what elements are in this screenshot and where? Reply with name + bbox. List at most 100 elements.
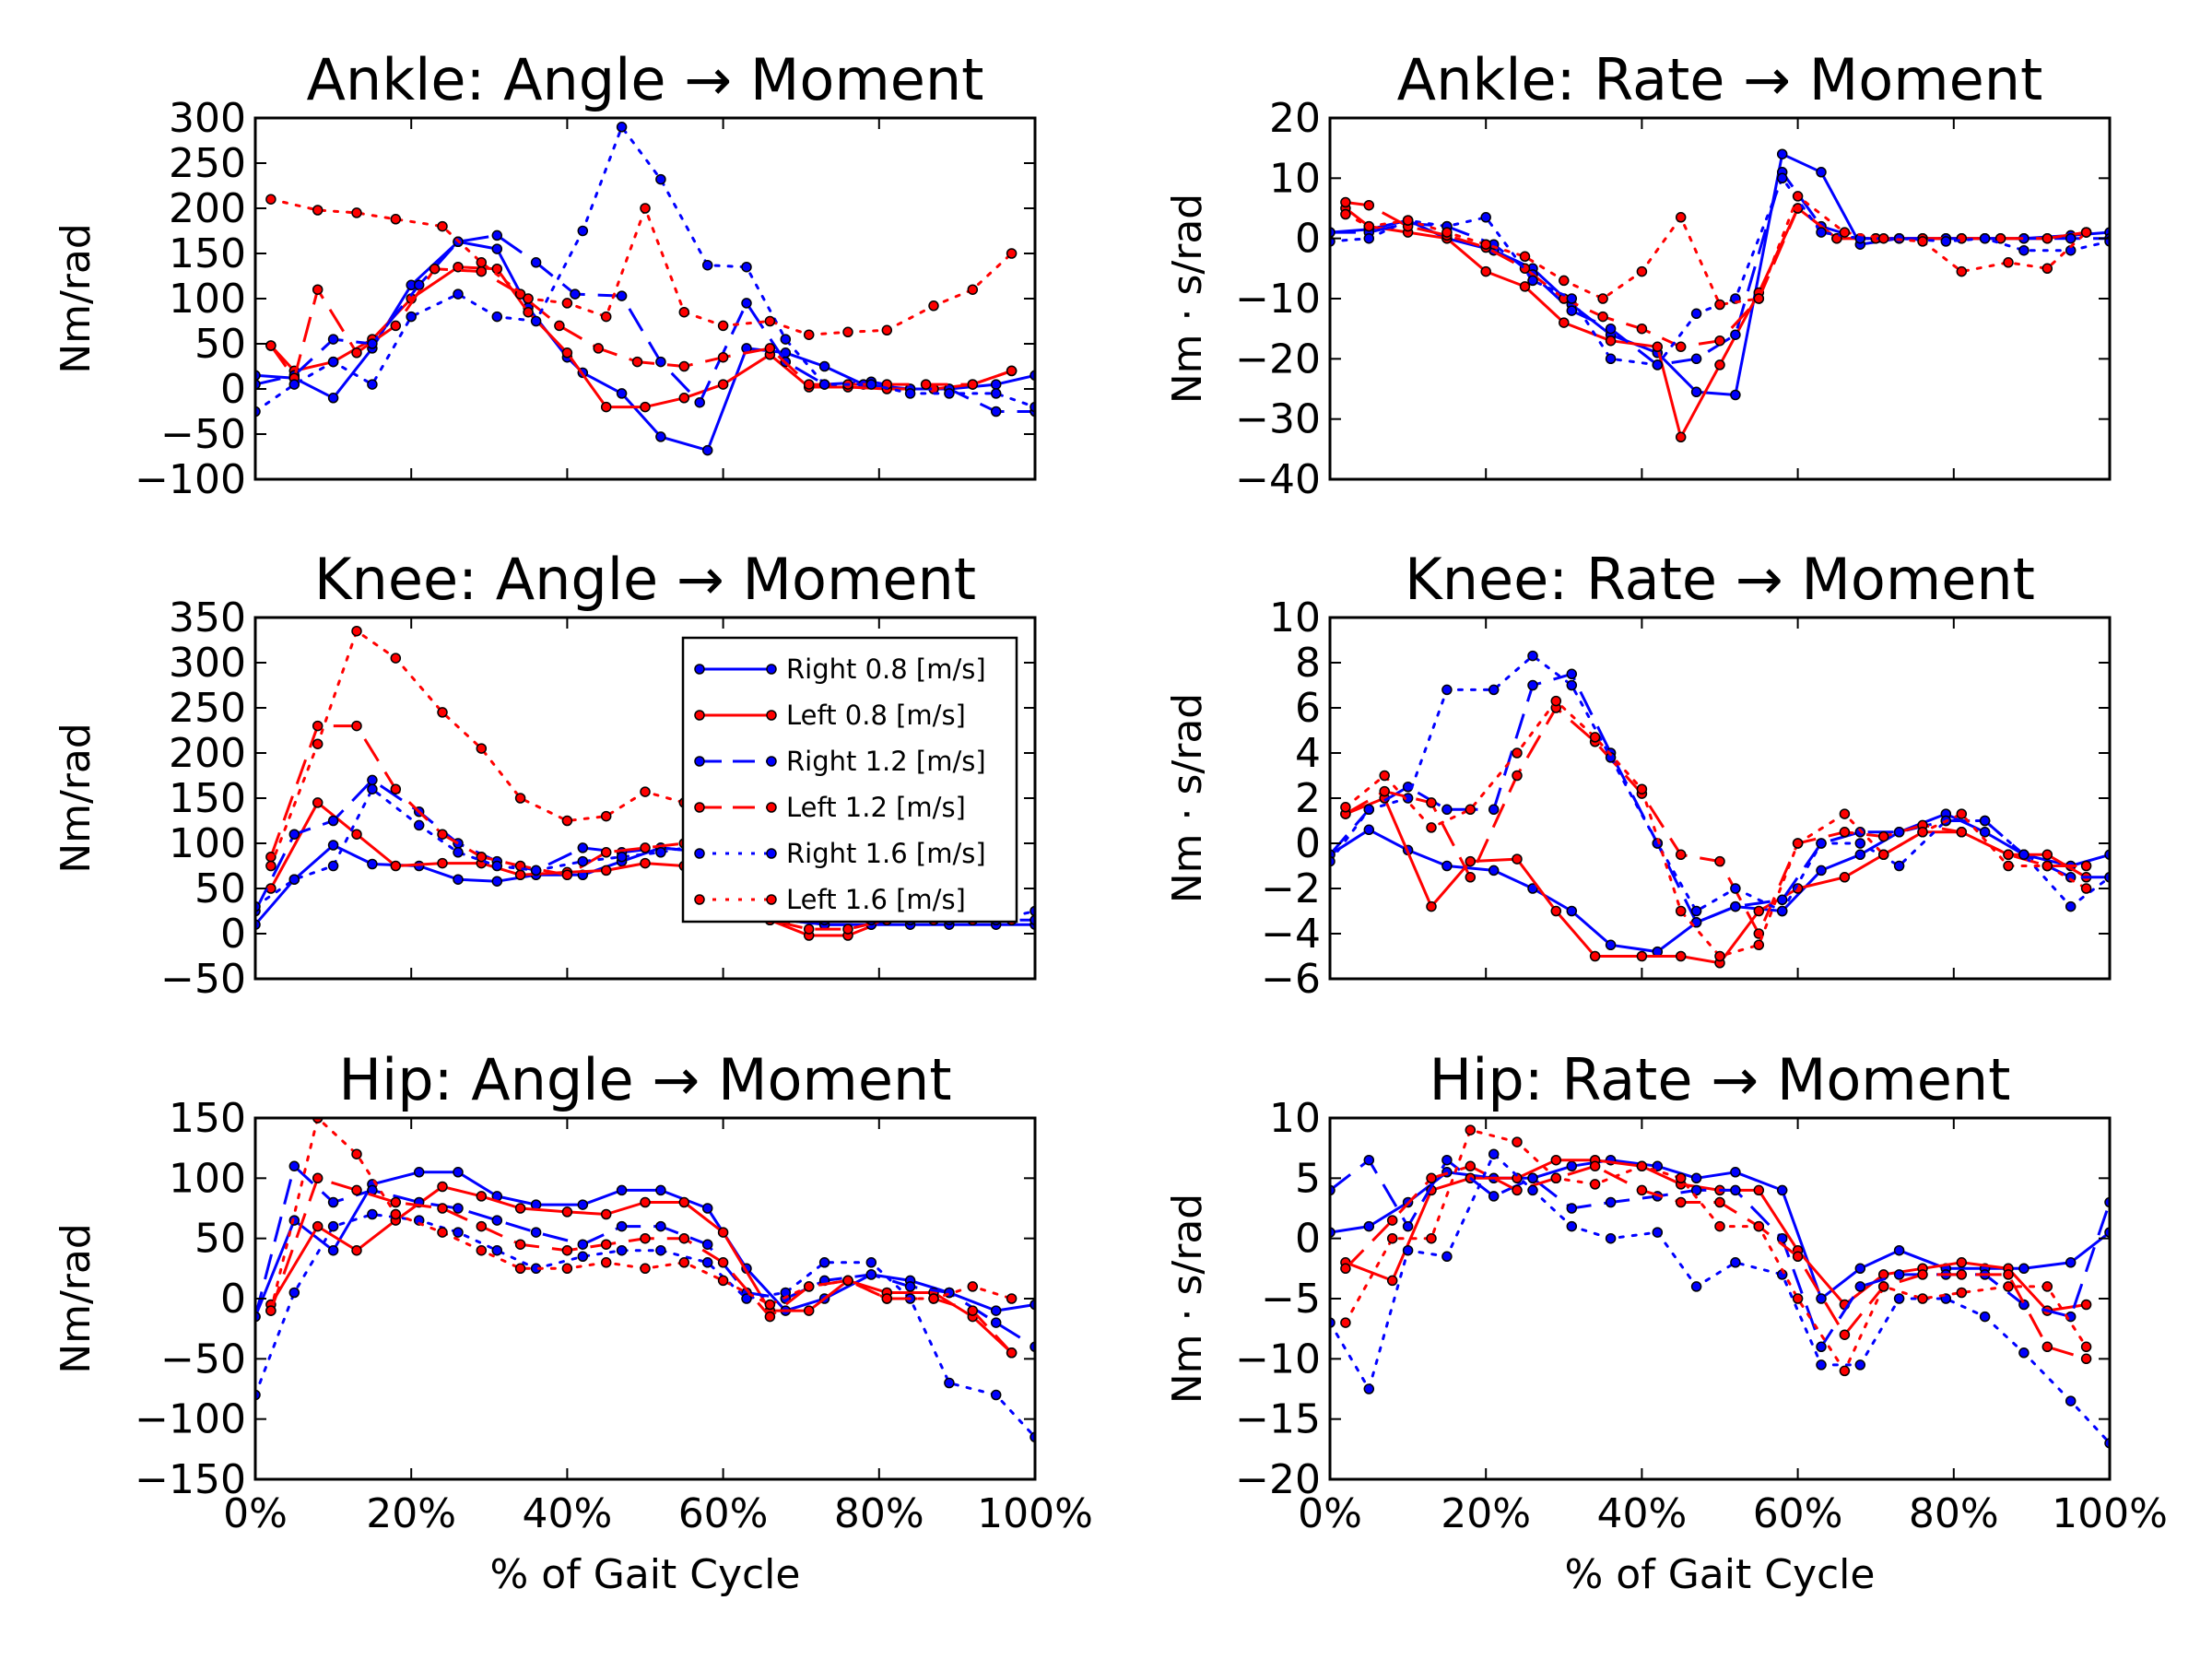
data-point: [616, 1244, 628, 1256]
legend: Right 0.8 [m/s] Left 0.8 [m/s] Right 1.2 […: [681, 636, 1018, 924]
data-point: [1854, 838, 1866, 849]
data-point: [1402, 1220, 1414, 1232]
data-point: [1363, 804, 1375, 816]
data-point: [1426, 1232, 1437, 1244]
data-point: [2080, 1341, 2092, 1353]
data-point: [2080, 1353, 2092, 1365]
data-point: [865, 1257, 877, 1268]
data-point: [1441, 227, 1453, 238]
data-point: [1714, 359, 1725, 371]
data-point: [944, 388, 955, 399]
data-point: [764, 1311, 776, 1323]
data-point: [351, 625, 362, 637]
series-line-1: [1330, 1159, 2110, 1300]
series-line-5: [255, 125, 1035, 413]
y-tick-label: 10: [1269, 1095, 1321, 1142]
data-point: [367, 379, 378, 390]
data-point: [1816, 1359, 1827, 1371]
data-point: [1940, 236, 1952, 247]
data-point: [803, 924, 815, 935]
data-point: [1589, 732, 1601, 743]
data-point: [1675, 905, 1687, 917]
data-point: [616, 290, 628, 301]
x-tick-label: 80%: [1909, 1490, 1999, 1537]
data-point: [741, 298, 752, 309]
data-point: [1550, 1172, 1562, 1184]
data-point: [717, 1275, 729, 1287]
y-tick-label: 150: [169, 230, 246, 277]
data-point: [1379, 785, 1390, 797]
data-point: [694, 396, 705, 408]
data-point: [717, 320, 729, 332]
legend-item: Right 1.6 [m/s]: [694, 838, 986, 869]
data-point: [1589, 1160, 1601, 1172]
data-point: [1426, 822, 1437, 833]
data-point: [1839, 808, 1851, 819]
data-point: [288, 379, 300, 390]
data-point: [640, 401, 651, 413]
data-point: [453, 1203, 464, 1214]
series-group: [255, 1118, 1035, 1443]
data-point: [1488, 1148, 1500, 1159]
legend-marker: [766, 664, 777, 675]
data-point: [764, 315, 776, 327]
data-point: [678, 1196, 690, 1208]
data-point: [265, 851, 276, 863]
data-point: [265, 860, 276, 872]
data-point: [701, 1239, 713, 1250]
data-point: [1402, 1244, 1414, 1256]
data-point: [1527, 1184, 1538, 1196]
data-point: [1690, 308, 1702, 320]
data-point: [881, 324, 893, 336]
x-tick-label: 0%: [223, 1490, 288, 1537]
data-point: [1636, 1160, 1648, 1172]
series-line-5: [1330, 654, 2110, 912]
legend-label: Left 0.8 [m/s]: [786, 700, 966, 731]
data-point: [1753, 293, 1765, 304]
data-point: [1690, 1172, 1702, 1184]
y-tick-label: −20: [1235, 335, 1321, 382]
series-line-3: [255, 233, 1035, 413]
data-point: [491, 1215, 503, 1226]
y-tick-label: −2: [1261, 865, 1321, 912]
y-tick-label: 350: [169, 594, 246, 641]
data-point: [1652, 359, 1664, 371]
y-tick-label: 300: [169, 95, 246, 142]
data-point: [1714, 855, 1725, 867]
data-point: [1675, 431, 1687, 443]
y-tick-label: −30: [1235, 396, 1321, 443]
data-point: [1480, 239, 1491, 250]
data-point: [780, 1287, 792, 1299]
data-point: [1979, 232, 1991, 244]
data-point: [818, 1257, 830, 1268]
data-point: [1566, 1220, 1578, 1232]
data-point: [600, 865, 612, 877]
data-point: [561, 1263, 573, 1275]
data-point: [561, 869, 573, 881]
x-tick-label: 100%: [977, 1490, 1093, 1537]
data-point: [327, 815, 339, 827]
data-point: [453, 1167, 464, 1178]
data-point: [491, 860, 503, 872]
x-tick-label: 100%: [2052, 1490, 2168, 1537]
data-point: [1465, 872, 1477, 883]
data-point: [327, 356, 339, 368]
data-point: [1488, 865, 1500, 877]
data-point: [701, 444, 713, 456]
data-point: [1488, 804, 1500, 816]
y-tick-label: 250: [169, 685, 246, 732]
data-point: [1652, 341, 1664, 353]
data-point: [1480, 265, 1491, 277]
y-axis-label: Nm · s/rad: [1164, 194, 1211, 404]
series-line-1: [255, 1171, 1035, 1318]
y-tick-label: −5: [1261, 1276, 1321, 1323]
data-point: [523, 293, 534, 304]
data-point: [351, 1244, 362, 1256]
data-point: [600, 847, 612, 858]
data-point: [1589, 1179, 1601, 1190]
data-point: [803, 1281, 815, 1292]
data-point: [928, 300, 939, 312]
data-point: [1839, 872, 1851, 883]
data-point: [1675, 950, 1687, 962]
